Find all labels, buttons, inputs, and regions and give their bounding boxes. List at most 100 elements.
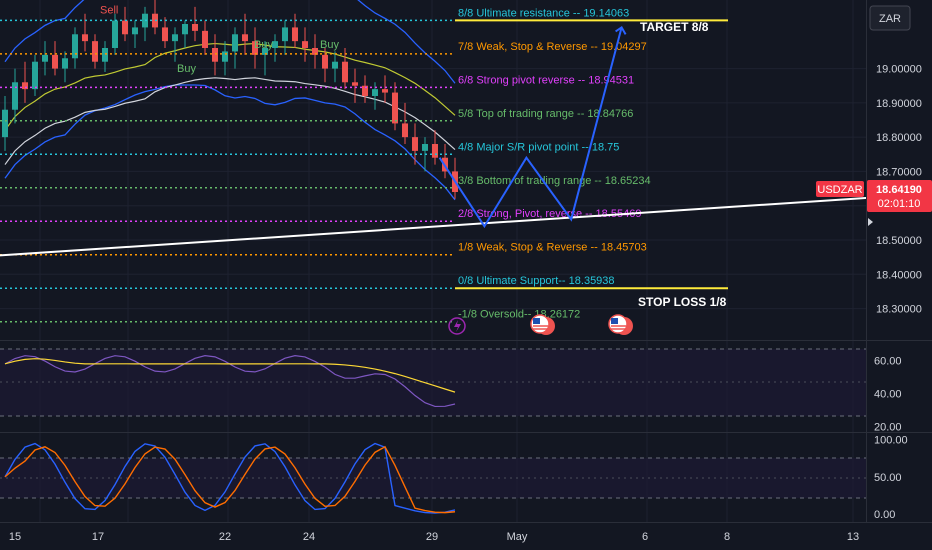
currency-badge[interactable] xyxy=(869,5,911,31)
candle-body xyxy=(372,89,378,96)
support-trendline xyxy=(0,192,931,257)
candle-body xyxy=(242,34,248,42)
candle-body xyxy=(122,20,128,35)
us-flag-icon xyxy=(530,314,555,335)
stoch-tick: 100.00 xyxy=(874,435,908,447)
murrey-level-label: 6/8 Strong pivot reverse -- 18.94531 xyxy=(458,74,634,86)
murrey-level-label: -1/8 Oversold-- 18.26172 xyxy=(458,309,580,321)
bollinger-bands xyxy=(4,0,456,201)
date-tick: 13 xyxy=(847,531,859,543)
rsi-tick: 20.00 xyxy=(874,422,902,434)
candle-body xyxy=(162,27,168,42)
candle-body xyxy=(72,34,78,59)
candle-body xyxy=(92,41,98,62)
candle-body xyxy=(182,24,188,35)
candle-body xyxy=(62,58,68,69)
candle-body xyxy=(402,123,408,138)
date-tick: 22 xyxy=(219,531,231,543)
stoch-d-line xyxy=(4,445,456,514)
upper-band-line xyxy=(4,0,456,84)
candle-body xyxy=(82,34,88,42)
candle-body xyxy=(272,41,278,48)
price-tick: 18.50000 xyxy=(876,235,922,247)
candle-body xyxy=(12,82,18,110)
rsi-panel xyxy=(0,340,932,417)
candle-body xyxy=(412,137,418,151)
main-price-panel: 8/8 Ultimate resistance -- 19.14063 7/8 W… xyxy=(0,0,931,522)
price-tick: 18.30000 xyxy=(876,304,922,316)
rsi-ticks: 60.00 40.00 20.00 xyxy=(874,356,902,434)
candle-body xyxy=(232,34,238,52)
candle-body xyxy=(192,24,198,31)
lightning-icon xyxy=(448,317,466,335)
candle-body xyxy=(22,82,28,90)
trendline xyxy=(0,192,931,257)
date-tick: 29 xyxy=(426,531,438,543)
caret-right-icon[interactable] xyxy=(868,218,873,226)
candle-body xyxy=(262,48,268,55)
murrey-level-label: 5/8 Top of trading range -- 18.84766 xyxy=(458,108,633,120)
candle-body xyxy=(32,61,38,90)
rsi-tick: 40.00 xyxy=(874,389,902,401)
candle-body xyxy=(352,82,358,86)
rsi-tick: 60.00 xyxy=(874,356,902,368)
murrey-math-levels: 8/8 Ultimate resistance -- 19.14063 7/8 W… xyxy=(0,7,728,323)
price-tick: 18.70000 xyxy=(876,166,922,178)
projection-line xyxy=(438,27,623,229)
candle-body xyxy=(342,61,348,83)
stoch-tick: 0.00 xyxy=(874,509,895,521)
arrowhead-icon xyxy=(615,26,627,35)
candle-body xyxy=(302,41,308,48)
signal-label: Buy xyxy=(254,39,273,51)
price-tag-countdown: 02:01:10 xyxy=(878,198,921,210)
candle-body xyxy=(392,92,398,124)
moving-average-line xyxy=(4,42,456,131)
candle-body xyxy=(172,34,178,42)
candle-body xyxy=(432,144,438,158)
stoch-k-line xyxy=(4,442,456,514)
murrey-level-label: 2/8 Strong, Pivot, reverse -- 18.55469 xyxy=(458,208,641,220)
candle-body xyxy=(222,51,228,62)
murrey-level-label: 7/8 Weak, Stop & Reverse -- 19.04297 xyxy=(458,41,647,53)
signal-label: Buy xyxy=(177,63,196,75)
murrey-level-label: 0/8 Ultimate Support-- 18.35938 xyxy=(458,275,615,287)
symbol-tag xyxy=(816,181,864,197)
candle-body xyxy=(2,109,8,138)
currency-badge-label: ZAR xyxy=(879,13,901,25)
murrey-level-label: 8/8 Ultimate resistance -- 19.14063 xyxy=(458,7,629,19)
date-ticks: 15 17 22 24 29 May 6 8 13 xyxy=(9,531,859,543)
stoch-tick: 50.00 xyxy=(874,472,902,484)
event-icons xyxy=(448,314,633,335)
stochastic-panel xyxy=(0,432,932,514)
date-tick: May xyxy=(507,531,528,543)
price-tick: 18.90000 xyxy=(876,98,922,110)
date-tick: 8 xyxy=(724,531,730,543)
candle-body xyxy=(102,48,108,62)
murrey-level-label: 1/8 Weak, Stop & Reverse -- 18.45703 xyxy=(458,242,647,254)
us-flag-icon xyxy=(608,314,633,335)
time-axis[interactable]: 15 17 22 24 29 May 6 8 13 xyxy=(0,522,932,544)
murrey-level-label: 4/8 Major S/R pivot point -- 18.75 xyxy=(458,141,619,153)
stoch-ticks: 100.00 50.00 0.00 xyxy=(874,435,908,521)
candle-body xyxy=(282,27,288,42)
date-tick: 24 xyxy=(303,531,315,543)
price-axis[interactable]: ZAR 19.00000 18.90000 18.80000 18.70000 18.6… xyxy=(816,0,932,522)
price-tag-price: 18.64190 xyxy=(876,184,922,196)
projected-path xyxy=(438,26,627,229)
date-tick: 15 xyxy=(9,531,21,543)
target-label: TARGET 8/8 xyxy=(640,20,709,34)
signal-label: Buy xyxy=(320,39,339,51)
candle-body xyxy=(252,41,258,55)
lower-band-line xyxy=(4,84,456,201)
candle-body xyxy=(212,48,218,62)
date-tick: 6 xyxy=(642,531,648,543)
lightning-bolt-icon xyxy=(454,320,461,332)
main-grid xyxy=(0,0,866,522)
price-tick: 19.00000 xyxy=(876,64,922,76)
candle-body xyxy=(362,85,368,96)
candle-body xyxy=(422,144,428,151)
candle-body xyxy=(332,61,338,69)
price-tick: 18.40000 xyxy=(876,269,922,281)
stop-loss-label: STOP LOSS 1/8 xyxy=(638,295,727,309)
